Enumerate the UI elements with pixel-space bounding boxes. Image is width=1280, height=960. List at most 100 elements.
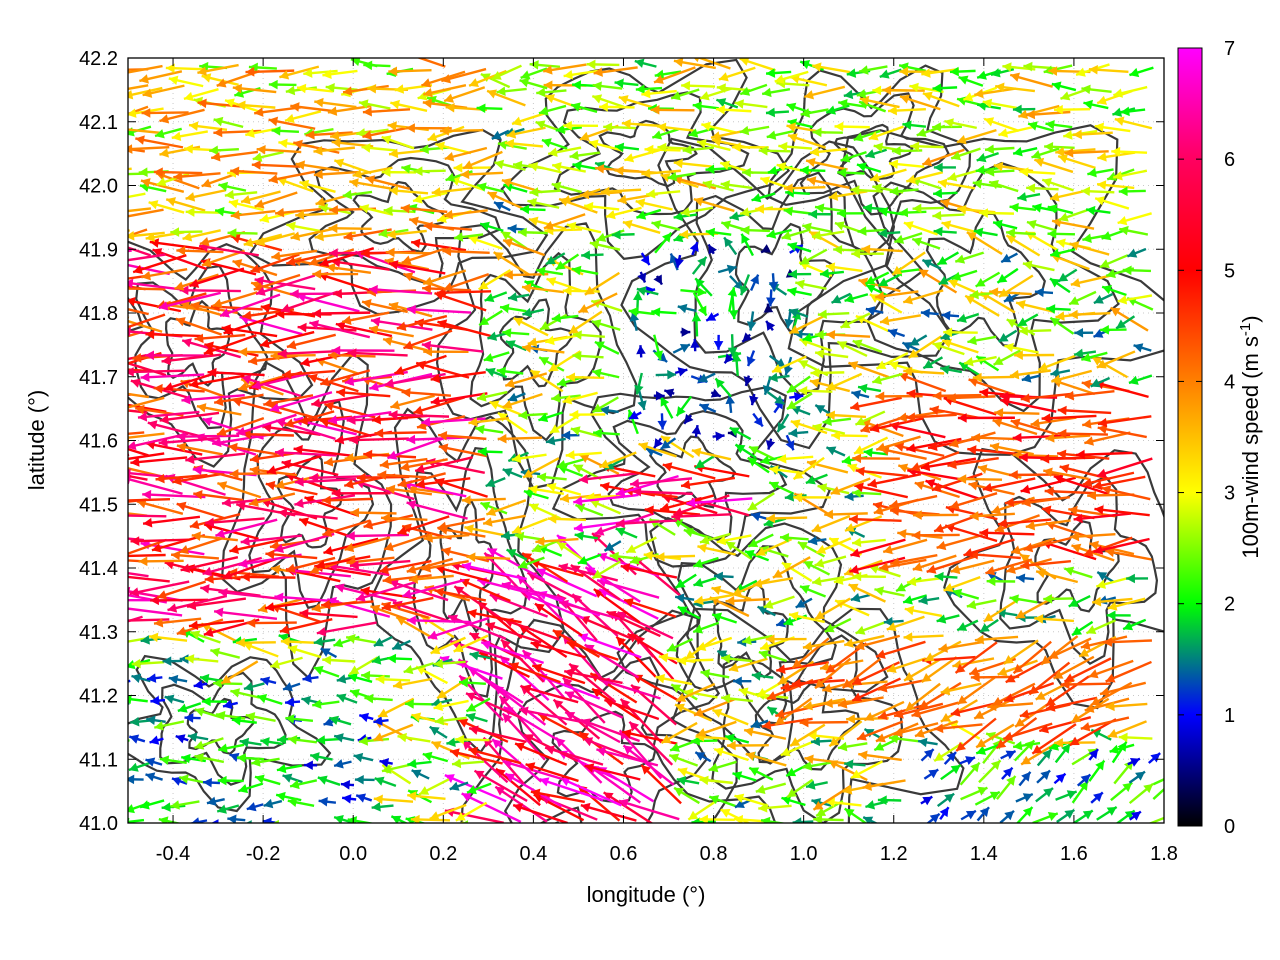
wind-arrow bbox=[460, 169, 504, 180]
wind-arrow bbox=[429, 803, 467, 821]
wind-arrow bbox=[779, 533, 809, 543]
wind-arrow bbox=[201, 696, 228, 707]
wind-arrow bbox=[341, 794, 357, 804]
wind-arrow bbox=[690, 338, 700, 352]
wind-arrow bbox=[142, 489, 206, 500]
wind-arrow bbox=[804, 754, 848, 765]
wind-arrow bbox=[465, 697, 491, 713]
wind-arrow bbox=[591, 396, 619, 414]
wind-arrow bbox=[844, 293, 869, 304]
wind-arrow bbox=[586, 59, 620, 70]
wind-arrow bbox=[699, 775, 733, 786]
wind-arrow bbox=[385, 247, 432, 258]
wind-arrow bbox=[150, 595, 209, 606]
wind-arrow bbox=[903, 658, 941, 682]
wind-arrow bbox=[840, 312, 871, 329]
wind-arrow bbox=[496, 86, 527, 96]
wind-arrow bbox=[966, 599, 997, 610]
wind-arrow bbox=[625, 536, 657, 554]
wind-arrow bbox=[128, 253, 166, 262]
wind-arrow bbox=[1083, 99, 1109, 110]
wind-arrow bbox=[361, 143, 396, 153]
wind-arrow bbox=[457, 821, 465, 823]
wind-arrow bbox=[936, 614, 960, 624]
wind-arrow bbox=[807, 535, 827, 546]
wind-arrow bbox=[545, 435, 566, 446]
wind-arrow bbox=[298, 517, 353, 539]
wind-arrow bbox=[504, 138, 544, 149]
wind-arrow bbox=[296, 83, 334, 94]
wind-arrow bbox=[168, 674, 188, 685]
wind-arrow bbox=[851, 677, 901, 702]
wind-arrow bbox=[879, 558, 927, 572]
wind-arrow bbox=[959, 761, 981, 786]
wind-arrow bbox=[466, 552, 511, 562]
wind-arrow bbox=[528, 161, 562, 174]
wind-arrow bbox=[1055, 790, 1078, 801]
wind-arrow bbox=[159, 411, 220, 425]
wind-arrow bbox=[902, 289, 944, 305]
contour-line bbox=[435, 222, 638, 490]
x-tick-label: 0.8 bbox=[700, 843, 728, 865]
wind-arrow bbox=[852, 537, 886, 548]
wind-arrow bbox=[1105, 547, 1152, 561]
wind-arrow bbox=[589, 499, 621, 515]
wind-arrow bbox=[963, 355, 997, 367]
wind-arrow bbox=[959, 756, 976, 766]
wind-arrow bbox=[385, 484, 433, 496]
wind-arrow bbox=[184, 654, 219, 664]
wind-arrow bbox=[128, 452, 165, 461]
wind-arrow bbox=[514, 742, 568, 766]
wind-arrow bbox=[1018, 104, 1060, 120]
wind-arrow bbox=[284, 410, 335, 428]
wind-arrow bbox=[285, 556, 336, 573]
wind-arrow bbox=[128, 368, 148, 373]
wind-arrow bbox=[689, 241, 699, 256]
wind-arrow bbox=[128, 367, 186, 377]
wind-arrow bbox=[566, 372, 605, 383]
wind-arrow bbox=[686, 497, 753, 508]
wind-arrow bbox=[939, 806, 950, 820]
wind-arrow bbox=[523, 488, 549, 500]
wind-arrow bbox=[128, 403, 167, 413]
wind-arrow bbox=[529, 187, 561, 197]
wind-arrow bbox=[383, 533, 430, 552]
wind-arrow bbox=[331, 488, 391, 499]
wind-arrow bbox=[1023, 536, 1072, 553]
wind-arrow bbox=[377, 697, 415, 718]
wind-arrow bbox=[129, 580, 190, 597]
wind-arrow bbox=[932, 83, 958, 93]
wind-arrow bbox=[1064, 390, 1115, 401]
wind-arrow bbox=[128, 85, 129, 88]
wind-arrow bbox=[347, 673, 373, 683]
wind-arrow bbox=[986, 576, 1016, 587]
wind-arrow bbox=[381, 596, 434, 612]
wind-arrow bbox=[274, 592, 339, 603]
wind-arrow bbox=[725, 596, 770, 606]
wind-arrow bbox=[599, 451, 637, 469]
wind-arrow bbox=[314, 231, 356, 242]
wind-arrow bbox=[340, 780, 355, 790]
wind-arrow bbox=[1105, 660, 1152, 683]
wind-arrow bbox=[918, 595, 940, 605]
wind-arrow bbox=[517, 556, 545, 569]
wind-arrow bbox=[899, 207, 927, 218]
wind-arrow bbox=[197, 98, 246, 109]
wind-arrow bbox=[128, 208, 164, 218]
contour-line bbox=[943, 447, 1164, 710]
wind-arrow bbox=[522, 307, 545, 318]
wind-arrow bbox=[336, 693, 358, 704]
wind-arrow bbox=[997, 518, 1052, 529]
wind-arrow bbox=[1063, 657, 1112, 683]
wind-arrow bbox=[504, 772, 563, 808]
colorbar-tick-label: 7 bbox=[1224, 38, 1235, 60]
wind-arrow bbox=[949, 492, 998, 510]
wind-arrow bbox=[853, 436, 889, 455]
wind-arrow bbox=[920, 748, 935, 762]
wind-arrow bbox=[850, 760, 884, 780]
wind-arrow bbox=[191, 531, 238, 542]
wind-arrow bbox=[611, 229, 635, 240]
wind-arrow bbox=[660, 435, 695, 459]
wind-arrow bbox=[240, 190, 281, 205]
wind-arrow bbox=[1050, 367, 1071, 378]
